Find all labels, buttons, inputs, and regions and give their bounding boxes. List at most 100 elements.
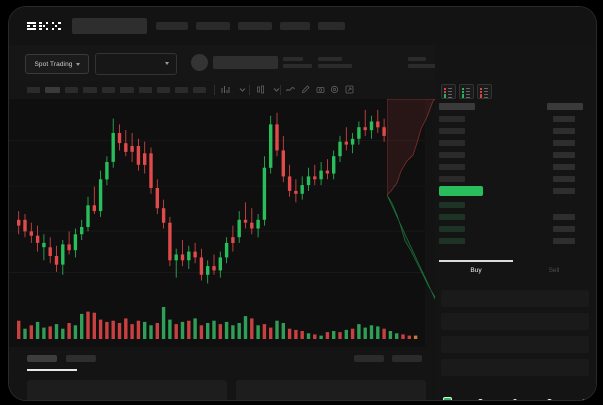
slider-node[interactable]: [512, 399, 518, 400]
timeframe-5[interactable]: [102, 87, 115, 93]
orderbook-ask-row[interactable]: [439, 140, 465, 146]
orderbook-view-modes: [435, 81, 596, 101]
volume-bar: [281, 323, 285, 339]
tab-buy[interactable]: Buy: [470, 267, 482, 274]
slider-node[interactable]: [547, 399, 552, 400]
timeframe-8[interactable]: [157, 87, 170, 93]
volume-bar: [344, 329, 348, 339]
orderbook-view-both-icon[interactable]: [441, 84, 456, 99]
nav-item-1[interactable]: [156, 22, 188, 30]
toolbar-divider: [280, 85, 281, 95]
candle-body: [80, 227, 84, 235]
nav-item-3[interactable]: [238, 22, 272, 30]
volume-bar: [67, 323, 71, 339]
trading-pair-selector[interactable]: [95, 53, 177, 75]
search-input[interactable]: [72, 18, 147, 34]
timeframe-3[interactable]: [65, 87, 78, 93]
line-chart-icon[interactable]: [286, 85, 295, 94]
volume-bar: [350, 328, 355, 339]
bottom-tab-open-orders[interactable]: [27, 355, 57, 362]
slider-node[interactable]: [478, 399, 483, 400]
orderbook-ask-row[interactable]: [439, 128, 465, 134]
orderbook-bid-row[interactable]: [439, 238, 465, 244]
order-field-extra[interactable]: [441, 359, 589, 376]
amount-percent-slider[interactable]: [443, 397, 587, 400]
volume-bar: [161, 307, 166, 339]
volume-bar: [80, 313, 84, 339]
orderbook-rows[interactable]: [435, 103, 596, 263]
volume-bar: [86, 311, 90, 339]
tab-sell[interactable]: Sell: [548, 267, 560, 274]
candle-body: [269, 124, 273, 168]
order-field-price[interactable]: [441, 290, 589, 307]
orderbook-bid-row[interactable]: [439, 202, 465, 208]
slider-handle[interactable]: [443, 397, 452, 400]
timeframe-7[interactable]: [139, 87, 152, 93]
candle-body: [17, 219, 21, 226]
volume-bar: [237, 323, 241, 339]
indicators-icon[interactable]: [221, 85, 230, 94]
orderbook-ask-size: [553, 140, 575, 146]
candle-body: [294, 190, 298, 194]
orderbook-ask-row[interactable]: [439, 164, 465, 170]
bottom-action-2[interactable]: [392, 355, 422, 362]
nav-item-5[interactable]: [318, 22, 345, 30]
volume-bar: [42, 327, 46, 339]
volume-bar: [199, 325, 204, 339]
edit-pencil-icon[interactable]: [301, 85, 310, 94]
nav-item-4[interactable]: [280, 22, 310, 30]
nav-item-2[interactable]: [196, 22, 230, 30]
order-field-amount[interactable]: [441, 313, 589, 330]
timeframe-10[interactable]: [193, 87, 206, 93]
orderbook-view-buy-icon[interactable]: [459, 84, 474, 99]
timeframe-6[interactable]: [120, 87, 134, 93]
bottom-tab-order-history[interactable]: [66, 355, 96, 362]
candle-body: [332, 156, 336, 174]
fullscreen-icon[interactable]: [345, 85, 354, 94]
depth-buy-area: [387, 194, 435, 299]
candle-body: [262, 167, 267, 220]
chevron-down-icon-2[interactable]: [272, 85, 281, 94]
orderbook-ask-row[interactable]: [439, 116, 465, 122]
timeframe-2[interactable]: [45, 87, 60, 93]
volume-bar: [369, 325, 374, 339]
stat-24h-change-value: [318, 64, 352, 68]
volume-bar: [124, 318, 128, 339]
app-screen: Spot Trading Buy Sell: [9, 7, 596, 400]
timeframe-1[interactable]: [27, 87, 40, 93]
orderbook-view-sell-icon[interactable]: [477, 84, 492, 99]
okx-logo[interactable]: [27, 20, 65, 33]
timeframe-9[interactable]: [175, 87, 188, 93]
slider-node[interactable]: [581, 399, 587, 400]
candlestick-chart[interactable]: [9, 99, 425, 347]
orderbook-ask-row[interactable]: [439, 176, 465, 182]
camera-icon[interactable]: [316, 85, 325, 94]
chart-type-icon[interactable]: [256, 85, 265, 94]
candle-body: [124, 143, 128, 152]
candle-body: [23, 219, 27, 232]
volume-bar: [117, 323, 122, 339]
order-field-total[interactable]: [441, 336, 589, 353]
bottom-action-1[interactable]: [354, 355, 384, 362]
orderbook-last-price: [439, 186, 483, 196]
volume-bar: [231, 325, 235, 339]
top-navigation-bar: [9, 7, 596, 45]
trading-mode-selector[interactable]: Spot Trading: [25, 54, 89, 74]
candle-body: [117, 133, 122, 144]
timeframe-4[interactable]: [83, 87, 97, 93]
orderbook-ask-row[interactable]: [439, 152, 465, 158]
orderbook-ask-size: [553, 128, 575, 134]
depth-sell-area: [387, 99, 435, 196]
candle-body: [363, 127, 367, 131]
settings-gear-icon[interactable]: [330, 85, 339, 94]
candle-body: [212, 266, 216, 271]
chevron-down-icon-1[interactable]: [238, 85, 247, 94]
volume-bar: [48, 326, 52, 339]
orderbook-ask-size: [553, 164, 575, 170]
volume-bar: [319, 335, 323, 339]
orderbook-bid-row[interactable]: [439, 226, 465, 232]
candle-body: [256, 219, 260, 229]
orderbook-bid-row[interactable]: [439, 214, 465, 220]
candle-body: [300, 185, 304, 194]
volume-bar: [338, 332, 342, 339]
